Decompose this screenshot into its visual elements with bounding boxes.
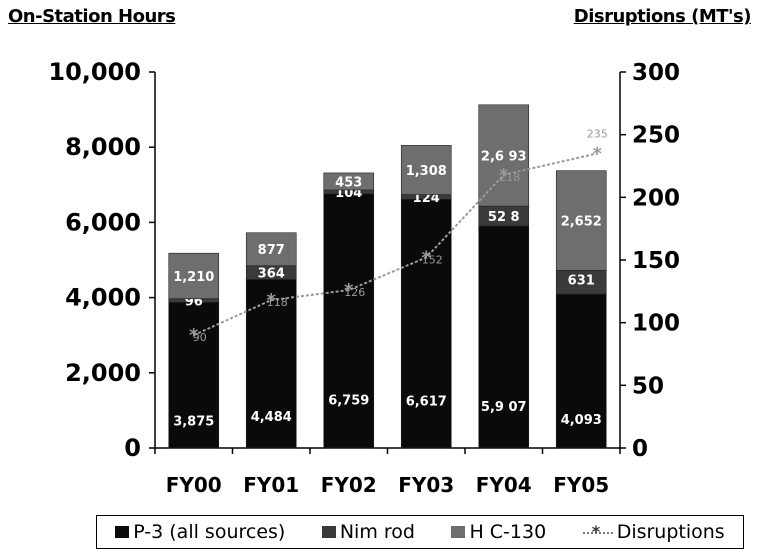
disruptions-marker: * — [267, 290, 277, 311]
disruptions-marker: * — [499, 165, 509, 186]
legend-swatch-disruptions: * — [582, 522, 613, 541]
bar-segment-hc130 — [245, 232, 297, 267]
disruptions-marker: * — [189, 325, 199, 346]
disruptions-data-label: 118 — [267, 296, 288, 309]
left-axis-title: On-Station Hours — [8, 6, 176, 27]
data-label-hc130: 453 — [335, 175, 362, 190]
bar-segment-p3 — [168, 301, 220, 449]
data-label-p3: 6,759 — [328, 394, 369, 409]
bar-segment-hc130 — [555, 170, 607, 271]
right-tick-label: 200 — [632, 185, 680, 211]
x-tick-label: FY00 — [166, 473, 222, 497]
data-label-hc130: 2,652 — [561, 215, 602, 230]
legend-label-hc130: H C-130 — [469, 521, 547, 543]
right-axis-title: Disruptions (MT's) — [573, 6, 752, 27]
disruptions-marker: * — [593, 143, 603, 164]
disruptions-data-label: 235 — [587, 127, 608, 140]
legend-item-disruptions: * Disruptions — [582, 521, 725, 543]
bar-segment-p3 — [478, 225, 530, 449]
right-axis-title-main: Disruptions — [573, 6, 686, 27]
x-tick-label: FY02 — [321, 473, 377, 497]
disruptions-marker: * — [422, 247, 432, 268]
legend-swatch-hc130 — [451, 526, 466, 538]
legend-item-nimrod: Nim rod — [321, 521, 415, 543]
bar-segment-hc130 — [168, 252, 220, 299]
data-label-hc130: 1,308 — [406, 164, 447, 179]
disruptions-data-label: 218 — [499, 171, 520, 184]
data-label-nimrod: 631 — [568, 273, 595, 288]
data-label-p3: 4,484 — [251, 410, 292, 425]
left-tick-label: 4,000 — [65, 284, 141, 312]
disruptions-data-label: 126 — [344, 286, 365, 299]
disruptions-data-label: 152 — [422, 253, 443, 266]
data-label-p3: 5,9 07 — [481, 400, 527, 415]
data-label-hc130: 877 — [258, 243, 285, 258]
right-tick-label: 50 — [632, 373, 664, 399]
left-tick-label: 8,000 — [65, 133, 141, 161]
data-label-nimrod: 52 8 — [488, 210, 520, 225]
right-tick-label: 150 — [632, 248, 680, 274]
legend-label-disruptions: Disruptions — [616, 521, 725, 543]
data-label-hc130: 1,210 — [173, 270, 214, 285]
left-tick-label: 0 — [124, 434, 141, 462]
disruptions-marker: * — [344, 280, 354, 301]
data-label-p3: 4,093 — [561, 413, 602, 428]
left-tick-label: 10,000 — [48, 58, 141, 86]
bar-segment-hc130 — [478, 104, 530, 207]
bar-segment-p3 — [400, 198, 452, 449]
bar-segment-p3 — [323, 193, 375, 449]
legend: P-3 (all sources) Nim rod H C-130 * Disr… — [96, 515, 744, 549]
disruptions-line — [193, 152, 598, 337]
legend-swatch-nimrod — [321, 526, 336, 538]
x-tick-label: FY05 — [553, 473, 609, 497]
disruptions-data-label: 90 — [193, 331, 207, 344]
data-label-hc130: 2,6 93 — [481, 149, 527, 164]
right-tick-label: 0 — [632, 436, 648, 462]
left-tick-label: 2,000 — [65, 359, 141, 387]
bar-segment-hc130 — [400, 145, 452, 195]
right-tick-label: 300 — [632, 60, 680, 86]
data-label-nimrod: 364 — [258, 267, 285, 282]
legend-swatch-p3 — [115, 526, 130, 538]
legend-item-p3: P-3 (all sources) — [115, 521, 285, 543]
x-tick-label: FY01 — [243, 473, 299, 497]
left-tick-label: 6,000 — [65, 208, 141, 236]
right-axis-title-unit: (MT's) — [691, 6, 751, 27]
legend-label-p3: P-3 (all sources) — [133, 521, 286, 543]
bar-segment-p3 — [555, 293, 607, 449]
right-tick-label: 250 — [632, 123, 680, 149]
legend-label-nimrod: Nim rod — [339, 521, 415, 543]
bar-segment-hc130 — [323, 172, 375, 191]
x-tick-label: FY04 — [476, 473, 532, 497]
data-label-p3: 3,875 — [173, 414, 214, 429]
x-tick-label: FY03 — [398, 473, 454, 497]
legend-item-hc130: H C-130 — [451, 521, 546, 543]
right-tick-label: 100 — [632, 311, 680, 337]
data-label-p3: 6,617 — [406, 395, 447, 410]
